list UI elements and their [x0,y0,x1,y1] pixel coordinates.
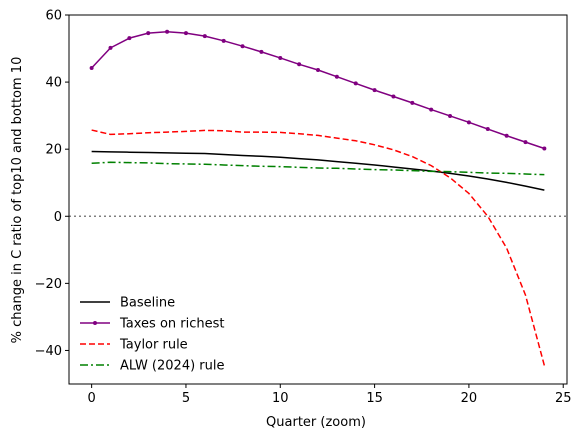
legend-label-0: Baseline [120,296,175,311]
y-tick-label: 60 [45,9,62,24]
series-point-1-21 [485,127,490,132]
y-tick-label: −20 [35,277,62,292]
x-tick-label: 5 [182,391,190,406]
y-tick-label: −40 [35,344,62,359]
series-point-1-17 [410,100,415,105]
axes: 0 5 10 15 20 25 −40 −20 0 20 40 60 [35,9,572,407]
y-tick-label: 20 [45,143,62,158]
series-point-1-22 [504,133,509,138]
series-point-1-12 [316,68,320,73]
series-point-1-2 [127,36,132,41]
series-point-1-10 [278,55,283,60]
series-point-1-24 [542,146,547,151]
series-point-1-19 [448,113,453,118]
series-point-1-8 [240,44,245,49]
series-point-1-23 [523,140,528,145]
x-axis-label: Quarter (zoom) [266,415,366,430]
x-tick-label: 10 [272,391,289,406]
plot-frame [68,14,568,385]
legend-label-2: Taylor rule [119,338,188,353]
series-point-1-6 [202,34,207,39]
x-tick-label: 20 [461,391,478,406]
series-point-1-14 [353,81,358,86]
series-point-1-4 [165,29,170,34]
y-tick-label: 40 [45,76,62,91]
legend-label-1: Taxes on richest [119,317,225,332]
series-line-2 [91,129,546,366]
series-point-1-3 [146,31,151,36]
series-line-1 [91,31,545,150]
x-tick-label: 0 [87,391,95,406]
series-point-1-5 [183,31,188,36]
legend-marker-1 [93,321,97,325]
series-point-1-9 [259,49,264,54]
series-point-1-20 [466,120,471,125]
series-point-1-15 [372,88,377,93]
series-point-1-13 [334,74,339,79]
series-point-1-11 [297,62,302,67]
series-point-1-0 [89,66,94,71]
y-tick-label: 0 [54,210,62,225]
x-tick-label: 15 [366,391,383,406]
legend-label-3: ALW (2024) rule [120,359,224,374]
series-point-1-18 [429,107,434,112]
x-tick-label: 25 [555,391,572,406]
legend: Baseline Taxes on richest Taylor rule ALW (… [80,296,225,374]
series-point-1-16 [391,94,396,99]
series-line-3 [91,161,545,176]
plot-area [69,29,567,366]
series-point-1-7 [221,38,226,43]
y-axis-label: % change in C ratio of top10 and bottom … [10,57,25,344]
series-point-1-1 [108,45,113,50]
series-line-0 [91,150,545,191]
